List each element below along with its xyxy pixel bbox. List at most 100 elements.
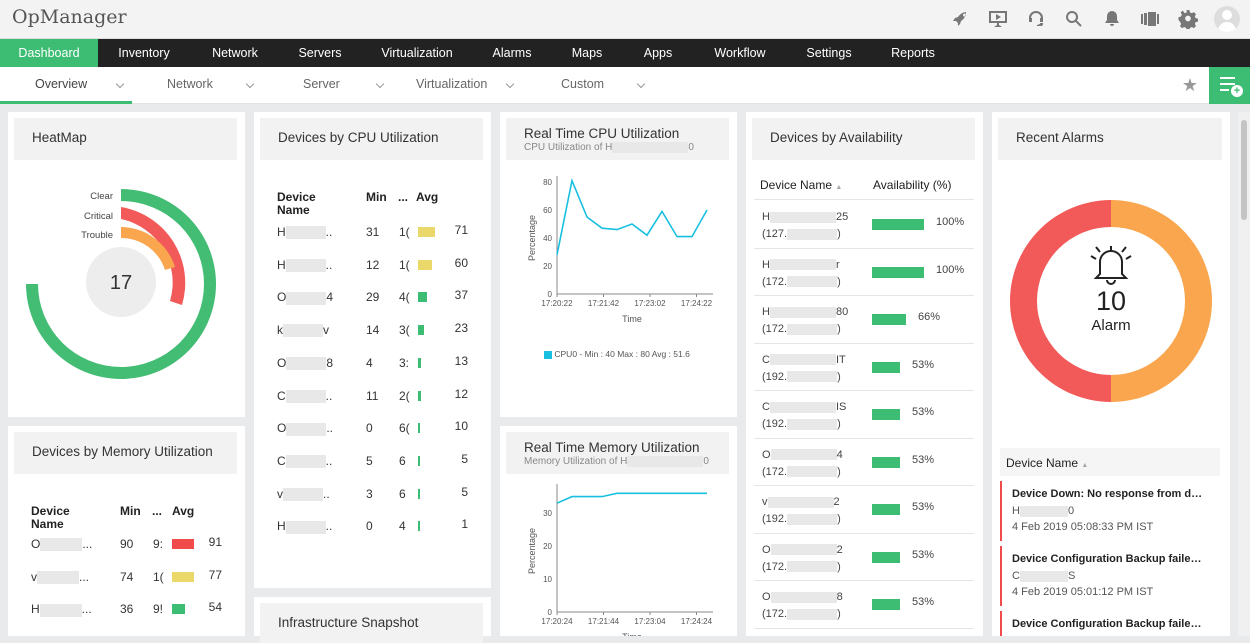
device-name-cell[interactable]: C.. [277,454,332,469]
nav-reports[interactable]: Reports [891,46,935,60]
device-name[interactable]: H 80 [762,306,848,318]
device-name-cell[interactable]: H... [31,602,92,617]
table-row[interactable]: O... 90 9: 91 [8,535,238,555]
device-name[interactable]: C IS [762,401,846,413]
table-row[interactable]: H.. 0 4 1 [254,517,484,537]
presentation-icon[interactable] [986,7,1010,31]
device-name-cell[interactable]: H.. [277,258,332,273]
nav-dashboard[interactable]: Dashboard [0,39,98,67]
alarm-trouble-segment[interactable] [1111,200,1212,402]
nav-network[interactable]: Network [212,46,258,60]
device-name-cell[interactable]: v.. [277,487,330,501]
device-name[interactable]: H 25 [762,211,848,223]
page-scrollbar[interactable] [1238,112,1250,636]
nav-virtualization[interactable]: Virtualization [381,46,453,60]
alarm-item-title[interactable]: Device Configuration Backup failed for 1… [1012,618,1208,630]
device-name-cell[interactable]: O... [31,537,92,552]
table-row[interactable]: O 4 (172.) 53% [754,439,974,486]
star-icon[interactable]: ★ [1181,75,1198,95]
table-row[interactable]: H.. 12 1(60 [254,256,484,276]
device-name-end: .. [326,421,334,436]
table-row[interactable]: C.. 5 6 5 [254,452,484,472]
scrollbar-thumb[interactable] [1241,120,1247,220]
chevron-down-icon[interactable] [245,79,255,89]
alarm-item-title[interactable]: Device Down: No response from device f..… [1012,488,1208,500]
alarms-list-header[interactable]: Device Name ▲ [1000,448,1220,476]
device-name-cell[interactable]: C.. [277,389,332,403]
table-row[interactable]: H.. 31 1(71 [254,223,484,243]
nav-servers[interactable]: Servers [298,46,342,60]
app-logo[interactable]: OpManager [12,6,127,28]
table-row[interactable]: O.. 0 6(10 [254,419,484,439]
search-icon[interactable] [1062,7,1086,31]
avg-bar [418,259,432,270]
nav-settings[interactable]: Settings [806,46,852,60]
alarm-item-title[interactable]: Device Configuration Backup failed for 1… [1012,553,1208,565]
table-row[interactable]: C.. 11 2(12 [254,387,484,407]
availability-percent: 66% [918,311,941,323]
bell-icon[interactable] [1100,7,1124,31]
table-row[interactable]: C IT (192.) 53% [754,344,974,391]
heatmap-critical-ring[interactable] [121,207,186,305]
alarm-critical-segment[interactable] [1010,200,1111,402]
chevron-down-icon[interactable] [115,79,125,89]
nav-workflow[interactable]: Workflow [714,46,766,60]
col-availability[interactable]: Availability (%) [873,178,952,192]
device-name[interactable]: C IT [762,354,846,366]
tab-server[interactable]: Server [303,67,393,104]
table-row[interactable]: O 8 4 3: 13 [254,354,484,374]
nav-inventory[interactable]: Inventory [118,46,170,60]
nav-alarms[interactable]: Alarms [492,46,532,60]
table-row[interactable]: H 25 (127.) 100% [754,201,974,249]
series-line[interactable] [556,492,707,504]
tab-virtualization[interactable]: Virtualization [416,67,526,104]
add-widget-button[interactable]: + [1209,67,1250,104]
table-row[interactable]: H 80 (172.) 66% [754,296,974,344]
col-device-name[interactable]: Device Name ▲ [760,178,842,192]
gear-icon[interactable] [1176,7,1200,31]
rocket-icon[interactable] [948,7,972,31]
device-name-end: r [835,258,840,271]
realtime-cpu-legend[interactable]: CPU0 - Min : 40 Max : 80 Avg : 51.6 [544,349,690,359]
table-row[interactable]: v.. 3 6 5 [254,485,484,505]
table-row[interactable]: O 2 (172.) 53% [754,534,974,581]
table-row[interactable]: O 8 (172.) 53% [754,581,974,629]
tab-overview[interactable]: Overview [0,67,132,104]
chevron-down-icon[interactable] [505,79,515,89]
table-row[interactable]: H... 36 9! 54 [8,600,238,620]
series-line[interactable] [556,177,708,255]
device-name-start: C [277,388,286,403]
chevron-down-icon[interactable] [375,79,385,89]
user-avatar-icon[interactable] [1214,6,1240,32]
alarm-item[interactable]: Device Down: No response from device f..… [1000,481,1212,541]
alarm-item[interactable]: Device Configuration Backup failed for 1… [1000,611,1212,636]
device-name-cell[interactable]: H.. [277,519,332,534]
table-row[interactable]: C IS (192.) 53% [754,391,974,439]
table-row[interactable]: v 2 (192.) 53% [754,486,974,534]
top-icon-bar [948,6,1240,32]
nav-maps[interactable]: Maps [571,46,603,60]
heatmap-trouble-ring[interactable] [121,227,175,270]
device-name-cell[interactable]: O.. [277,421,334,436]
tab-custom[interactable]: Custom [561,67,651,104]
nav-apps[interactable]: Apps [643,46,673,60]
table-row[interactable]: v... 74 1(77 [8,568,238,588]
table-row[interactable]: k v 14 3(23 [254,321,484,341]
license-icon[interactable] [1138,7,1162,31]
table-row[interactable]: O 4 29 4(37 [254,288,484,308]
tab-network[interactable]: Network [167,67,267,104]
chevron-down-icon[interactable] [636,79,646,89]
device-name-cell[interactable]: H.. [277,225,332,240]
alarm-item[interactable]: Device Configuration Backup failed for 1… [1000,546,1212,606]
headset-icon[interactable] [1024,7,1048,31]
device-name-cell[interactable]: v... [31,570,89,585]
